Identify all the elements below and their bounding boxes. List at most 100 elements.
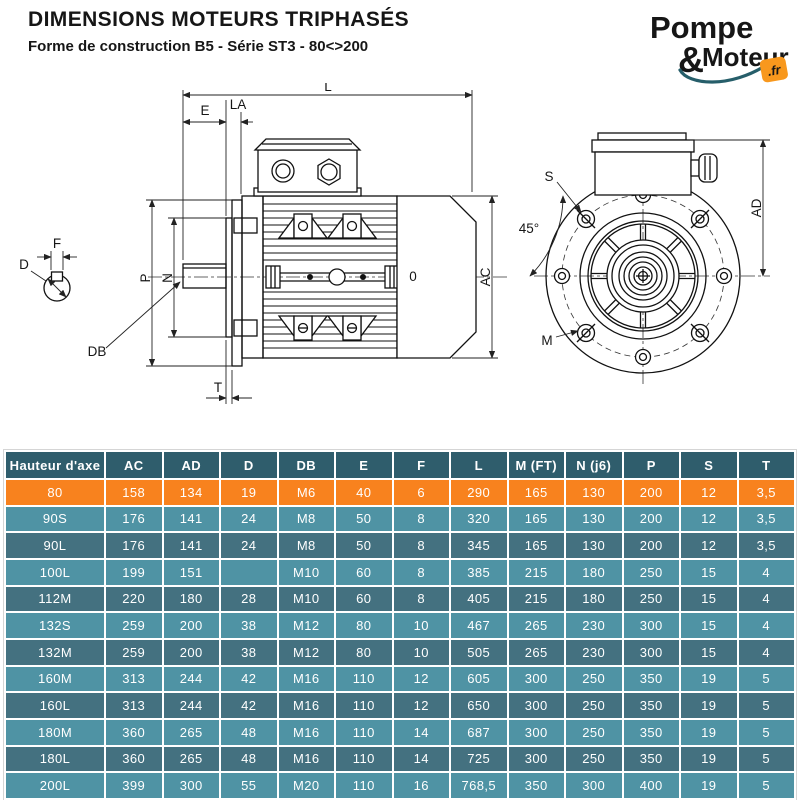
table-cell: 14: [391, 744, 451, 774]
technical-drawing: L E LA P N AC T DB D F 0: [19, 83, 770, 404]
table-cell: 5: [736, 771, 796, 800]
table-cell: 158: [104, 478, 164, 507]
table-cell: 10: [391, 637, 451, 667]
row-label: 180M: [4, 717, 106, 747]
table-cell: 50: [334, 504, 394, 534]
table-cell: M16: [276, 717, 336, 747]
table-cell: 345: [449, 531, 509, 560]
table-cell: [219, 557, 279, 587]
dim-label-d: D: [19, 257, 29, 272]
col-header: P: [621, 450, 681, 480]
table-cell: 12: [679, 531, 739, 560]
table-cell: 350: [621, 744, 681, 774]
table-cell: 259: [104, 637, 164, 667]
col-header: T: [736, 450, 796, 480]
table-cell: 4: [736, 611, 796, 640]
table-cell: 42: [219, 691, 279, 720]
side-view-dimensions: [30, 90, 498, 404]
table-cell: 130: [564, 478, 624, 507]
row-label: 200L: [4, 771, 106, 800]
table-cell: 250: [564, 664, 624, 694]
col-header: AC: [104, 450, 164, 480]
table-cell: 360: [104, 744, 164, 774]
table-cell: 19: [679, 717, 739, 747]
table-cell: 385: [449, 557, 509, 587]
table-row: 132M 259 200 38 M12 80 10 505 265 230 300 15 4: [4, 637, 796, 667]
table-cell: 244: [161, 691, 221, 720]
table-cell: 14: [391, 717, 451, 747]
table-cell: 8: [391, 557, 451, 587]
table-cell: 134: [161, 478, 221, 507]
side-view-drawing: L E LA P N AC T DB D F 0: [19, 83, 508, 404]
brand-logo: Pompe & Moteur .fr: [642, 0, 794, 95]
shaft: [182, 263, 227, 289]
dim-label-s: S: [544, 169, 553, 184]
terminal-box-front: [591, 132, 718, 196]
table-cell: 24: [219, 531, 279, 560]
table-cell: 3,5: [736, 531, 796, 560]
table-cell: 4: [736, 557, 796, 587]
col-header: L: [449, 450, 509, 480]
terminal-box-side: [253, 138, 362, 197]
table-cell: 265: [161, 744, 221, 774]
table-cell: M10: [276, 557, 336, 587]
logo-swoosh: [678, 62, 770, 84]
table-cell: 200: [621, 504, 681, 534]
table-cell: 8: [391, 584, 451, 614]
dimensions-table: Hauteur d'axe AC AD D DB E F L M (FT) N (j6) P S T 8…: [3, 449, 797, 800]
table-cell: 110: [334, 691, 394, 720]
shaft-hub: [606, 239, 680, 313]
table-cell: 28: [219, 584, 279, 614]
dim-label-p: P: [138, 273, 153, 282]
page-title: DIMENSIONS MOTEURS TRIPHASÉS: [28, 8, 410, 31]
table-cell: 55: [219, 771, 279, 800]
table-row: 112M 220 180 28 M10 60 8 405 215 180 250 15 4: [4, 584, 796, 614]
dim-label-f: F: [53, 236, 61, 251]
table-cell: 350: [621, 691, 681, 720]
table-cell: M16: [276, 691, 336, 720]
table-cell: 215: [506, 557, 566, 587]
table-cell: 6: [391, 478, 451, 507]
table-cell: 40: [334, 478, 394, 507]
table-cell: 110: [334, 664, 394, 694]
table-cell: 300: [506, 717, 566, 747]
table-cell: 265: [161, 717, 221, 747]
table-cell: 48: [219, 717, 279, 747]
table-cell: 400: [621, 771, 681, 800]
page-subtitle: Forme de construction B5 - Série ST3 - 8…: [28, 38, 369, 55]
table-cell: M6: [276, 478, 336, 507]
table-cell: M10: [276, 584, 336, 614]
table-cell: 725: [449, 744, 509, 774]
table-cell: 80: [334, 637, 394, 667]
row-label: 112M: [4, 584, 106, 614]
table-cell: 110: [334, 771, 394, 800]
table-cell: 250: [564, 691, 624, 720]
table-cell: 300: [621, 637, 681, 667]
table-cell: 165: [506, 504, 566, 534]
row-label: 132S: [4, 611, 106, 640]
table-row: 180L 360 265 48 M16 110 14 725 300 250 350 19 5: [4, 744, 796, 774]
col-header: E: [334, 450, 394, 480]
table-cell: 244: [161, 664, 221, 694]
table-cell: 265: [506, 637, 566, 667]
table-cell: 12: [391, 691, 451, 720]
table-row: 90S 176 141 24 M8 50 8 320 165 130 200 12 3,5: [4, 504, 796, 534]
table-cell: 15: [679, 584, 739, 614]
table-cell: 5: [736, 744, 796, 774]
dim-label-db: DB: [88, 344, 107, 359]
table-cell: 200: [161, 637, 221, 667]
table-row: 90L 176 141 24 M8 50 8 345 165 130 200 12 3,5: [4, 531, 796, 560]
row-label: 100L: [4, 557, 106, 587]
table-cell: M16: [276, 744, 336, 774]
col-header: N (j6): [564, 450, 624, 480]
table-cell: 215: [506, 584, 566, 614]
table-cell: 80: [334, 611, 394, 640]
table-cell: 38: [219, 611, 279, 640]
table-cell: 19: [679, 664, 739, 694]
flange: [225, 195, 264, 367]
table-cell: M8: [276, 531, 336, 560]
table-cell: 15: [679, 557, 739, 587]
table-cell: 259: [104, 611, 164, 640]
table-cell: 467: [449, 611, 509, 640]
table-row: 200L 399 300 55 M20 110 16 768,5 350 300 400 19 5: [4, 771, 796, 800]
